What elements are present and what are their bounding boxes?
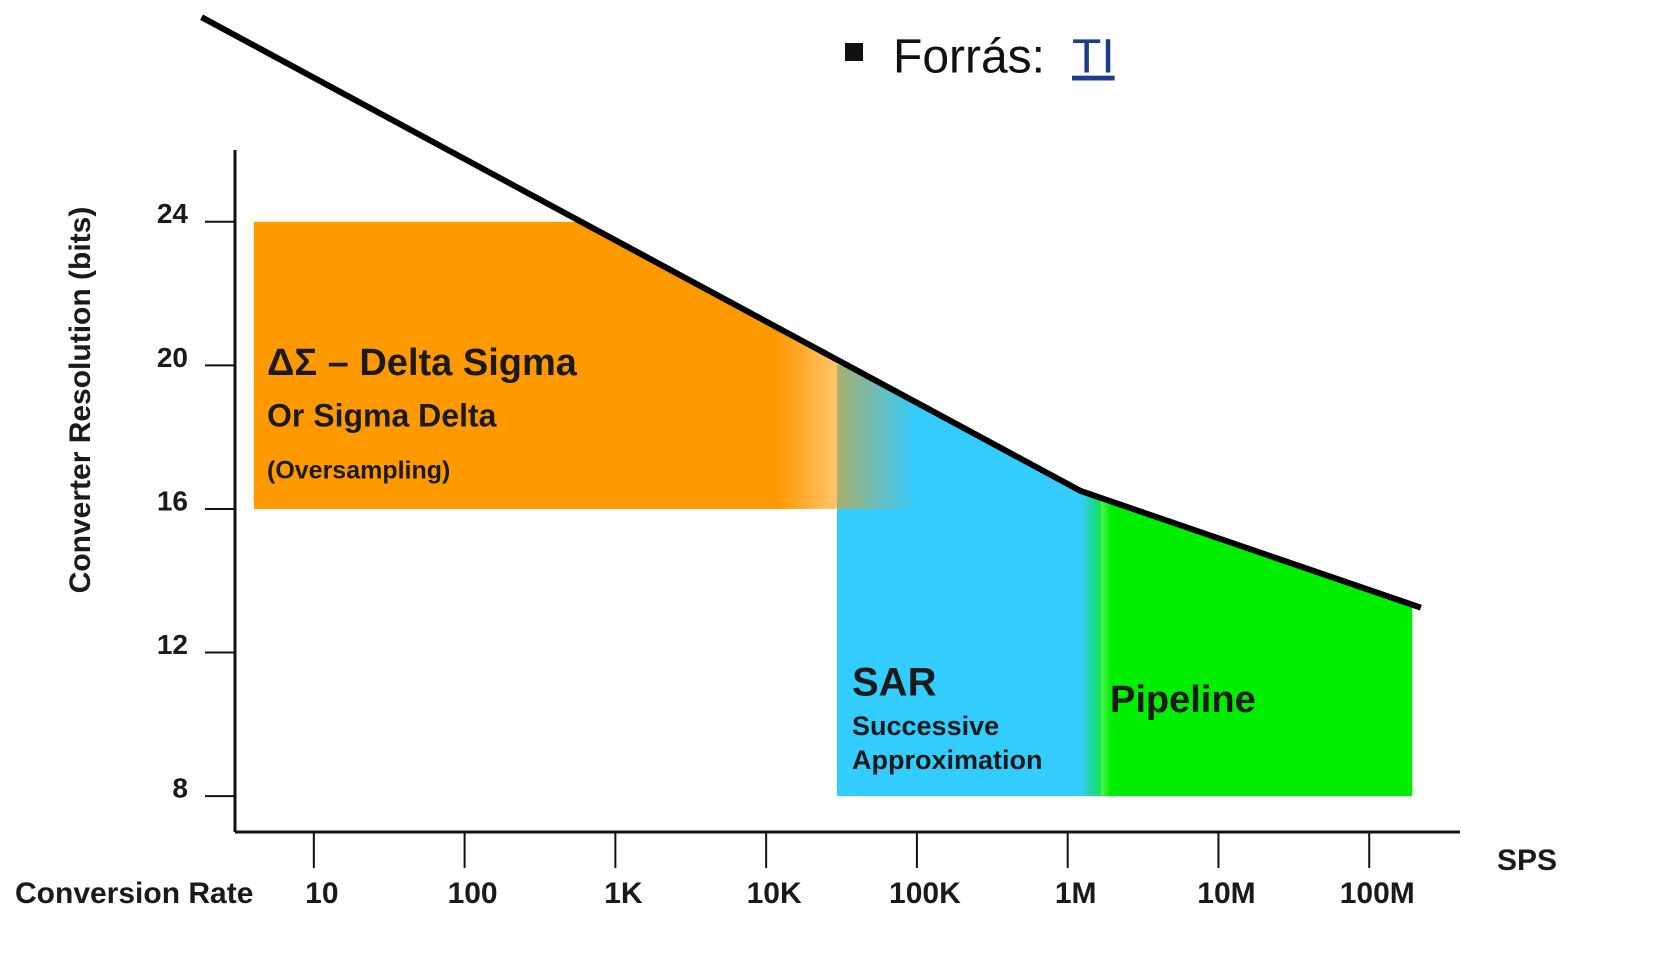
boundary-line: [200, 14, 1422, 611]
y-tick-label: 20: [157, 342, 188, 373]
source-link[interactable]: TI: [1072, 31, 1115, 84]
y-tick-label: 12: [157, 629, 188, 660]
x-tick-label: 100M: [1340, 877, 1415, 910]
x-tick-label: 100: [448, 877, 498, 910]
x-tick-label: 10M: [1197, 877, 1255, 910]
bullet: [845, 43, 863, 61]
region-label: (Oversampling): [267, 457, 450, 485]
x-tick-label: 10K: [747, 877, 802, 910]
source-prefix: Forrás:: [893, 31, 1045, 84]
y-axis-label: Converter Resolution (bits): [64, 207, 97, 594]
region-label: Approximation: [852, 745, 1043, 775]
region: [1080, 473, 1413, 797]
x-unit: SPS: [1497, 844, 1557, 877]
x-tick-label: 100K: [889, 877, 961, 910]
y-tick-label: 24: [157, 198, 189, 229]
y-tick-label: 16: [157, 485, 188, 516]
x-tick-label: 1K: [604, 877, 643, 910]
y-tick-label: 8: [172, 772, 188, 803]
region-label: Successive: [852, 711, 999, 741]
region-label: SAR: [852, 661, 937, 705]
region-label: Pipeline: [1110, 679, 1256, 721]
x-tick-label: 1M: [1055, 877, 1097, 910]
region-label: ΔΣ – Delta Sigma: [267, 342, 578, 384]
x-axis-label: Conversion Rate: [15, 877, 253, 910]
x-tick-label: 10: [305, 877, 338, 910]
region-label: Or Sigma Delta: [267, 397, 497, 433]
